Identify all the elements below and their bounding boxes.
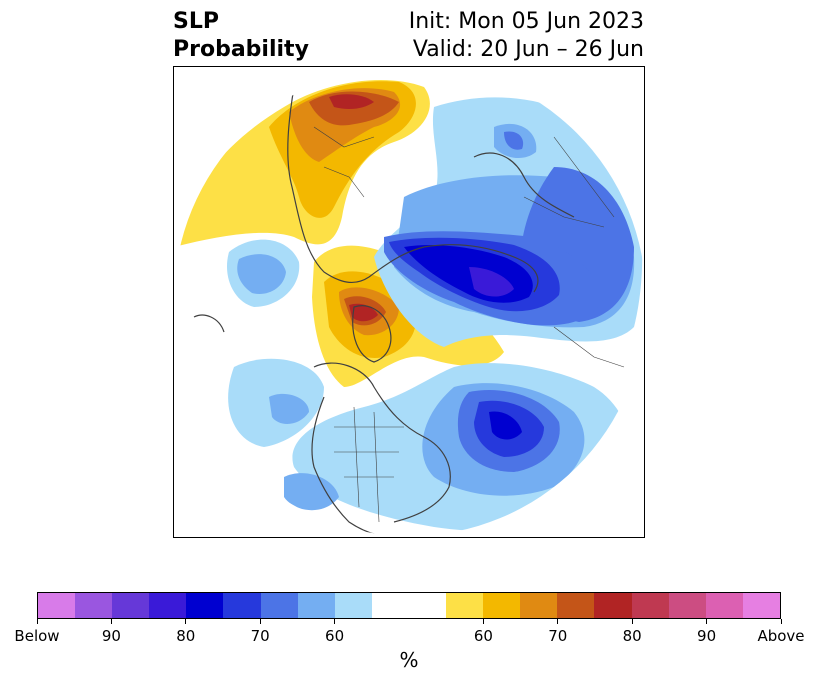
coastlines [193, 86, 575, 536]
colorbar-tick-label: 80 [622, 627, 642, 645]
title-quantity: Probability [173, 37, 309, 62]
colorbar-tick-label: Above [757, 627, 805, 645]
valid-range: Valid: 20 Jun – 26 Jun [412, 37, 644, 62]
colorbar-segment-below-0 [38, 593, 76, 618]
colorbar-tick-label: 60 [325, 627, 345, 645]
colorbar-tick [259, 619, 261, 624]
colorbar-tick [36, 619, 38, 624]
below-region-pacific [226, 239, 632, 532]
below-region-atlantic [228, 358, 339, 511]
colorbar-segment-below-5 [223, 593, 261, 618]
colorbar-tick [557, 619, 559, 624]
colorbar-segment-below-2 [112, 593, 150, 618]
colorbar-tick-label: 90 [101, 627, 121, 645]
colorbar-segment-above-3 [557, 593, 595, 618]
colorbar-segment-below-6 [260, 593, 298, 618]
colorbar-segment-below-4 [186, 593, 224, 618]
colorbar-segment-above-0 [446, 593, 484, 618]
probability-map [173, 66, 645, 538]
colorbar-tick-label: 90 [697, 627, 717, 645]
borders [313, 126, 625, 523]
colorbar-segment-above-1 [483, 593, 521, 618]
colorbar-segment-above-5 [631, 593, 669, 618]
colorbar-tick-label: Below [14, 627, 60, 645]
chart-title-right: Init: Mon 05 Jun 2023 Valid: 20 Jun – 26… [409, 8, 644, 64]
colorbar-segment-below-7 [297, 593, 335, 618]
map-svg [174, 67, 644, 536]
title-variable: SLP [173, 9, 219, 34]
colorbar-tick [706, 619, 708, 624]
colorbar-tick-label: 70 [548, 627, 568, 645]
below-region-asia [374, 97, 643, 347]
colorbar [37, 592, 781, 619]
colorbar-tick [482, 619, 484, 624]
colorbar-tick [631, 619, 633, 624]
init-date: Init: Mon 05 Jun 2023 [408, 9, 644, 34]
colorbar-tick [780, 619, 782, 624]
colorbar-segment-above-2 [520, 593, 558, 618]
colorbar-tick-label: 80 [176, 627, 196, 645]
colorbar-unit-label: % [399, 648, 419, 672]
colorbar-tick-label: 60 [473, 627, 493, 645]
colorbar-tick [185, 619, 187, 624]
colorbar-segment-above-4 [594, 593, 632, 618]
colorbar-tick-label: 70 [250, 627, 270, 645]
colorbar-segment-above-7 [705, 593, 743, 618]
colorbar-segment-below-3 [149, 593, 187, 618]
colorbar-segment-above-6 [668, 593, 706, 618]
colorbar-segment-below-8 [334, 593, 372, 618]
colorbar-segment-above-8 [742, 593, 780, 618]
colorbar-tick [110, 619, 112, 624]
colorbar-segment-neutral [371, 593, 447, 618]
chart-title-left: SLP Probability [173, 8, 309, 64]
colorbar-tick [334, 619, 336, 624]
colorbar-segment-below-1 [75, 593, 113, 618]
above-region-europe [174, 79, 430, 247]
